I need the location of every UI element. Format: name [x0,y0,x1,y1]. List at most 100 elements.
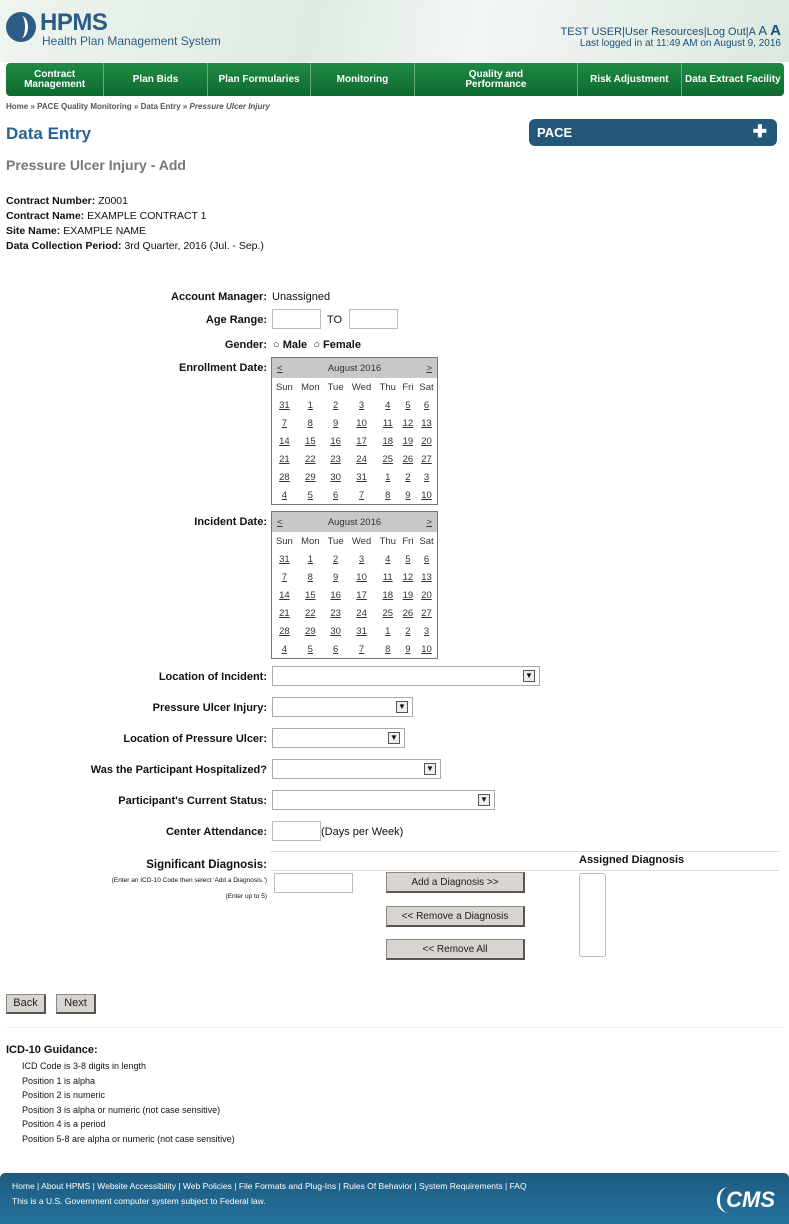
calendar-day[interactable]: 25 [382,607,394,619]
hospitalized-select[interactable]: ▼ [272,759,441,779]
calendar-day[interactable]: 13 [421,417,432,429]
gender-female-radio[interactable]: ○ [313,339,320,351]
font-small-link[interactable]: A [748,26,756,38]
calendar-day[interactable]: 5 [405,553,411,565]
calendar-day[interactable]: 31 [356,471,367,483]
calendar-day[interactable]: 26 [402,607,414,619]
footer-link[interactable]: About HPMS [41,1181,91,1191]
calendar-day[interactable]: 10 [421,643,432,655]
logout-link[interactable]: Log Out [706,26,746,38]
calendar-day[interactable]: 8 [385,489,391,501]
calendar-day[interactable]: 12 [402,417,414,429]
calendar-day[interactable]: 1 [385,471,391,483]
calendar-day[interactable]: 7 [281,417,288,429]
footer-link[interactable]: Website Accessibility [97,1181,176,1191]
calendar-day[interactable]: 23 [330,607,341,619]
calendar-day[interactable]: 23 [330,453,341,465]
nav-data-extract-facility[interactable]: Data Extract Facility [685,73,781,85]
calendar-day[interactable]: 29 [305,625,316,637]
nav-quality-performance[interactable]: Quality and Performance [415,63,579,96]
nav-plan-bids[interactable]: Plan Bids [104,63,208,96]
center-attendance-input[interactable] [272,821,321,841]
calendar-day[interactable]: 19 [402,435,414,447]
calendar-day[interactable]: 6 [423,553,430,565]
footer-link[interactable]: Rules Of Behavior [343,1181,413,1191]
calendar-day[interactable]: 9 [405,643,411,655]
calendar-day[interactable]: 22 [305,453,316,465]
calendar-day[interactable]: 5 [307,489,313,501]
calendar-day[interactable]: 15 [305,589,316,601]
calendar-day[interactable]: 31 [279,399,290,411]
calendar-day[interactable]: 8 [307,571,313,583]
calendar-day[interactable]: 12 [402,571,414,583]
next-button[interactable]: Next [56,994,96,1014]
calendar-day[interactable]: 24 [356,453,367,465]
assigned-diagnosis-list[interactable] [579,873,606,957]
age-from-input[interactable] [272,309,321,329]
calendar-day[interactable]: 27 [421,607,432,619]
calendar-day[interactable]: 7 [281,571,288,583]
calendar-day[interactable]: 3 [423,625,430,637]
calendar-day[interactable]: 11 [382,571,393,583]
calendar-day[interactable]: 2 [405,471,411,483]
calendar-day[interactable]: 10 [356,417,367,429]
calendar-day[interactable]: 15 [305,435,316,447]
breadcrumb-home[interactable]: Home [6,102,29,111]
calendar-day[interactable]: 22 [305,607,316,619]
breadcrumb-pace[interactable]: PACE Quality Monitoring [37,102,132,111]
calendar-day[interactable]: 2 [332,553,339,565]
calendar-day[interactable]: 2 [405,625,411,637]
age-to-input[interactable] [349,309,398,329]
calendar-day[interactable]: 5 [307,643,313,655]
calendar-day[interactable]: 11 [382,417,393,429]
calendar-day[interactable]: 20 [421,589,432,601]
footer-link[interactable]: System Requirements [419,1181,503,1191]
calendar-day[interactable]: 14 [279,589,290,601]
calendar-day[interactable]: 6 [423,399,430,411]
icd10-code-input[interactable] [274,873,353,893]
calendar-day[interactable]: 31 [356,625,367,637]
calendar-day[interactable]: 5 [405,399,411,411]
plus-icon[interactable]: ✚ [752,122,767,141]
calendar-day[interactable]: 30 [330,471,341,483]
remove-all-button[interactable]: << Remove All [386,939,525,960]
calendar-day[interactable]: 2 [332,399,339,411]
calendar-day[interactable]: 17 [356,589,367,601]
next-month-link[interactable]: > [426,362,432,374]
calendar-day[interactable]: 7 [358,643,365,655]
calendar-day[interactable]: 21 [279,453,290,465]
footer-link[interactable]: Web Policies [182,1181,232,1191]
current-status-select[interactable]: ▼ [272,790,495,810]
calendar-day[interactable]: 31 [279,553,290,565]
location-of-incident-select[interactable]: ▼ [272,666,540,686]
calendar-day[interactable]: 9 [405,489,411,501]
calendar-day[interactable]: 13 [421,571,432,583]
font-medium-link[interactable]: A [758,23,768,38]
calendar-day[interactable]: 27 [421,453,432,465]
remove-diagnosis-button[interactable]: << Remove a Diagnosis [386,906,525,927]
user-resources-link[interactable]: User Resources [624,26,704,38]
add-diagnosis-button[interactable]: Add a Diagnosis >> [386,872,525,893]
nav-plan-formularies[interactable]: Plan Formularies [208,63,312,96]
calendar-day[interactable]: 16 [330,589,341,601]
calendar-day[interactable]: 9 [332,417,339,429]
calendar-day[interactable]: 29 [305,471,316,483]
calendar-day[interactable]: 6 [332,643,339,655]
prev-month-link[interactable]: < [277,516,283,528]
calendar-day[interactable]: 4 [281,643,288,655]
calendar-day[interactable]: 16 [330,435,341,447]
calendar-day[interactable]: 6 [332,489,339,501]
next-month-link[interactable]: > [426,516,432,528]
calendar-day[interactable]: 18 [382,589,394,601]
back-button[interactable]: Back [6,994,46,1014]
calendar-day[interactable]: 10 [356,571,367,583]
calendar-day[interactable]: 18 [382,435,394,447]
calendar-day[interactable]: 4 [385,553,391,565]
calendar-day[interactable]: 25 [382,453,394,465]
calendar-day[interactable]: 1 [307,399,313,411]
calendar-day[interactable]: 21 [279,607,290,619]
calendar-day[interactable]: 26 [402,453,414,465]
font-large-link[interactable]: A [770,22,781,39]
calendar-day[interactable]: 30 [330,625,341,637]
calendar-day[interactable]: 8 [307,417,313,429]
